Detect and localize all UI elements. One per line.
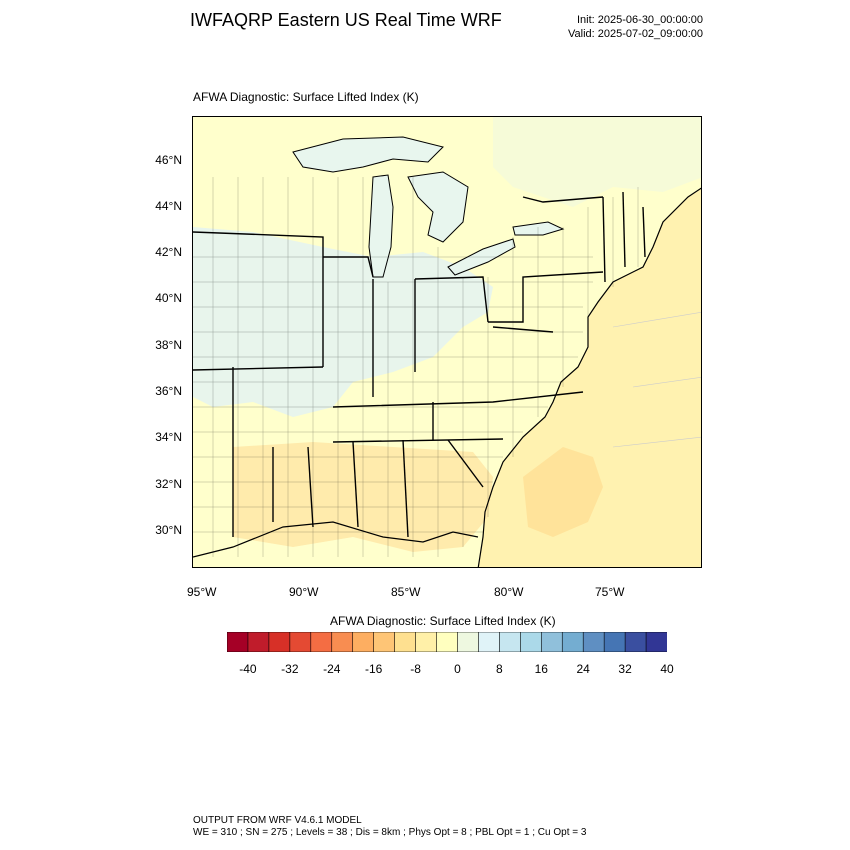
model-version: OUTPUT FROM WRF V4.6.1 MODEL xyxy=(193,815,362,826)
colorbar-swatch xyxy=(499,632,521,652)
lat-label-46n: 46°N xyxy=(155,153,182,167)
lat-label-42n: 42°N xyxy=(155,245,182,259)
lat-label-34n: 34°N xyxy=(155,430,182,444)
map-canvas xyxy=(193,117,701,567)
graticule xyxy=(612,312,701,448)
lon-label-90w: 90°W xyxy=(289,585,319,599)
colorbar-swatch xyxy=(540,632,563,652)
colorbar-swatch xyxy=(247,632,270,652)
lat-label-38n: 38°N xyxy=(155,338,182,352)
colorbar-tick-label: -40 xyxy=(239,662,257,676)
main-title: IWFAQRP Eastern US Real Time WRF xyxy=(190,10,502,30)
colorbar-tick-label: -8 xyxy=(410,662,421,676)
cool-region xyxy=(193,227,493,417)
model-config: WE = 310 ; SN = 275 ; Levels = 38 ; Dis … xyxy=(193,827,587,838)
colorbar-tick-label: 8 xyxy=(496,662,503,676)
lat-label-32n: 32°N xyxy=(155,477,182,491)
lat-label-30n: 30°N xyxy=(155,523,182,537)
lake-superior xyxy=(292,136,444,173)
lat-label-40n: 40°N xyxy=(155,291,182,305)
colorbar-swatch xyxy=(457,632,480,652)
gulf-stream-plume xyxy=(523,447,603,537)
init-time: Init: 2025-06-30_00:00:00 xyxy=(577,14,703,26)
colorbar-swatch xyxy=(624,632,647,652)
lon-label-95w: 95°W xyxy=(187,585,217,599)
colorbar-swatch xyxy=(415,632,438,652)
colorbar-swatch xyxy=(645,632,667,652)
valid-time: Valid: 2025-07-02_09:00:00 xyxy=(568,28,703,40)
colorbar xyxy=(227,632,667,652)
coastline xyxy=(477,187,701,567)
colorbar-swatch xyxy=(268,632,291,652)
run-times: Init: 2025-06-30_00:00:00 Valid: 2025-07… xyxy=(568,13,703,41)
lake-huron xyxy=(407,171,469,243)
plot-title: AFWA Diagnostic: Surface Lifted Index (K… xyxy=(193,90,419,104)
colorbar-swatch xyxy=(331,632,354,652)
colorbar-swatch xyxy=(373,632,396,652)
colorbar-swatch xyxy=(227,632,249,652)
lat-label-36n: 36°N xyxy=(155,384,182,398)
canada-area xyxy=(493,117,701,207)
lake-michigan xyxy=(368,174,394,278)
colorbar-tick-label: -16 xyxy=(364,662,383,676)
colorbar-swatch xyxy=(561,632,584,652)
colorbar-swatch xyxy=(289,632,312,652)
gulf-coastline xyxy=(193,521,479,558)
colorbar-swatch xyxy=(582,632,605,652)
colorbar-tick-label: 32 xyxy=(618,662,632,676)
colorbar-tick-label: 16 xyxy=(534,662,548,676)
map-panel xyxy=(192,116,702,568)
colorbar-tick-label: -24 xyxy=(323,662,341,676)
colorbar-tick-label: 40 xyxy=(660,662,674,676)
lat-label-44n: 44°N xyxy=(155,199,182,213)
colorbar-swatch xyxy=(520,632,542,652)
colorbar-tick-label: 0 xyxy=(454,662,461,676)
colorbar-swatch xyxy=(478,632,500,652)
colorbar-tick-label: 24 xyxy=(576,662,590,676)
lon-label-75w: 75°W xyxy=(595,585,625,599)
lon-label-85w: 85°W xyxy=(391,585,421,599)
colorbar-title: AFWA Diagnostic: Surface Lifted Index (K… xyxy=(330,614,556,628)
colorbar-tick-label: -32 xyxy=(281,662,299,676)
county-boundaries xyxy=(193,177,639,557)
lon-label-80w: 80°W xyxy=(494,585,524,599)
colorbar-swatch xyxy=(310,632,333,652)
model-footer: OUTPUT FROM WRF V4.6.1 MODEL WE = 310 ; … xyxy=(193,815,586,839)
colorbar-swatch xyxy=(394,632,417,652)
colorbar-swatch xyxy=(352,632,375,652)
colorbar-swatch xyxy=(603,632,626,652)
colorbar-swatch xyxy=(436,632,459,652)
